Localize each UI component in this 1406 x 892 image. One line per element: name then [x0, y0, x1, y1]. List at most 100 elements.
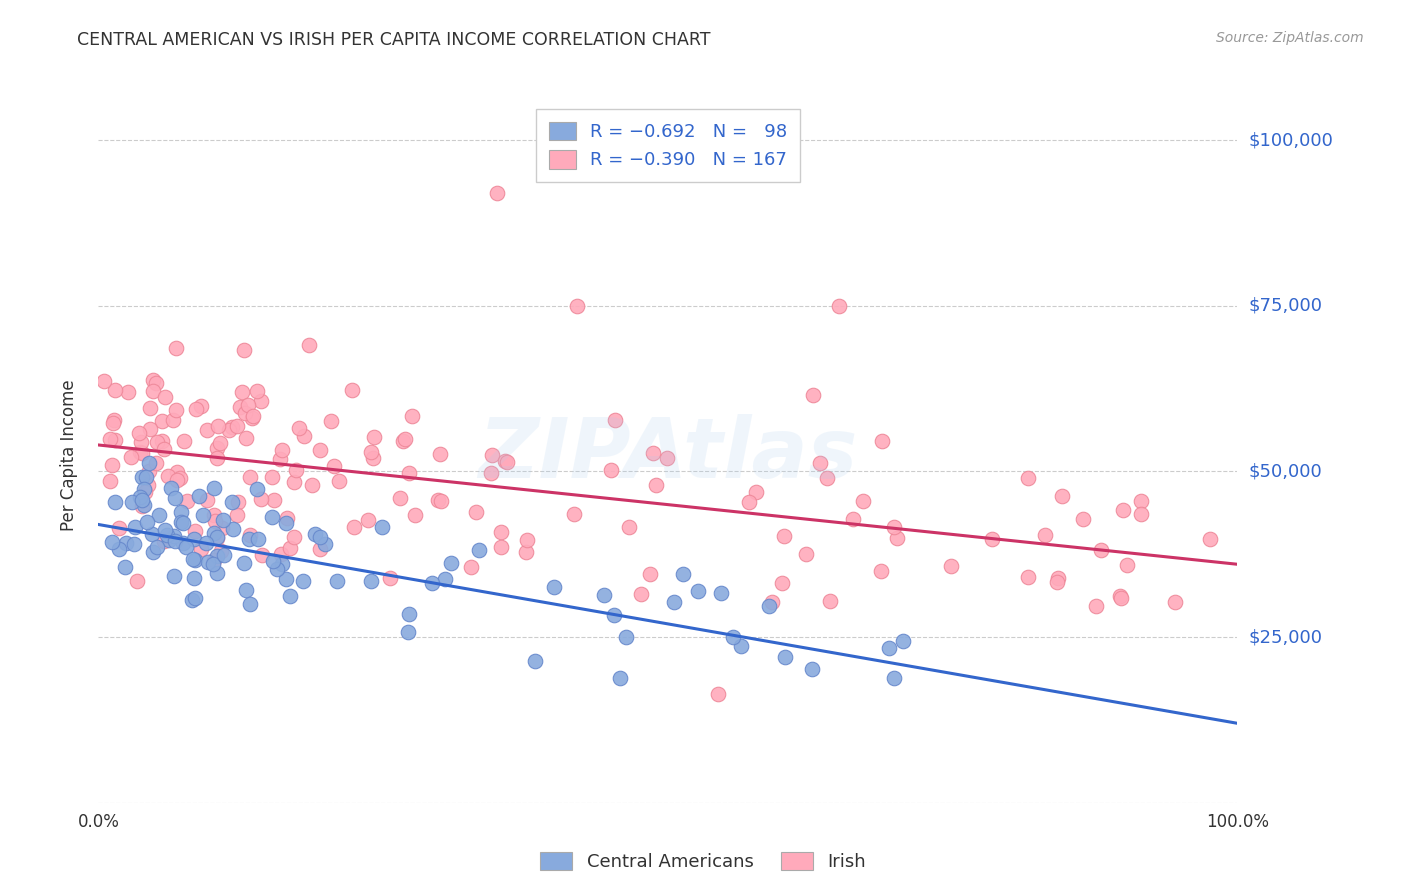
- Point: [157, 469, 180, 483]
- Point: [184, 591, 207, 605]
- Point: [145, 540, 167, 554]
- Point: [181, 593, 204, 607]
- Point: [145, 456, 167, 470]
- Point: [202, 552, 225, 566]
- Point: [603, 607, 626, 622]
- Point: [319, 413, 342, 427]
- Point: [191, 508, 214, 522]
- Point: [1052, 490, 1074, 504]
- Point: [308, 442, 330, 457]
- Point: [221, 419, 243, 434]
- Point: [1071, 511, 1094, 525]
- Point: [1084, 599, 1107, 613]
- Point: [201, 558, 224, 572]
- Point: [396, 625, 419, 640]
- Point: [460, 560, 482, 574]
- Point: [146, 434, 169, 449]
- Point: [775, 650, 797, 665]
- Point: [883, 520, 905, 534]
- Point: [229, 401, 252, 415]
- Point: [378, 571, 401, 585]
- Point: [1164, 595, 1187, 609]
- Point: [157, 533, 180, 547]
- Point: [593, 587, 616, 601]
- Point: [211, 521, 233, 535]
- Point: [523, 654, 546, 668]
- Point: [134, 485, 156, 500]
- Point: [235, 582, 257, 597]
- Point: [127, 574, 149, 588]
- Point: [131, 470, 153, 484]
- Point: [494, 454, 516, 468]
- Point: [153, 390, 176, 404]
- Point: [239, 528, 262, 542]
- Point: [194, 536, 217, 550]
- Point: [481, 448, 503, 462]
- Point: [292, 429, 315, 443]
- Point: [233, 556, 256, 570]
- Point: [388, 491, 411, 505]
- Point: [672, 566, 695, 581]
- Point: [278, 590, 301, 604]
- Point: [980, 532, 1002, 546]
- Point: [165, 491, 187, 506]
- Point: [205, 450, 228, 465]
- Point: [1017, 570, 1039, 584]
- Point: [142, 384, 165, 398]
- Point: [495, 455, 517, 469]
- Point: [250, 492, 273, 507]
- Point: [207, 419, 229, 434]
- Point: [122, 537, 145, 551]
- Point: [263, 554, 285, 568]
- Point: [404, 508, 426, 523]
- Point: [870, 434, 893, 448]
- Point: [328, 475, 350, 489]
- Point: [1046, 574, 1069, 589]
- Point: [176, 493, 198, 508]
- Point: [1046, 571, 1069, 585]
- Point: [270, 557, 292, 571]
- Point: [283, 475, 305, 489]
- Point: [204, 514, 226, 528]
- Point: [163, 569, 186, 583]
- Point: [181, 552, 204, 566]
- Point: [427, 493, 450, 508]
- Point: [468, 543, 491, 558]
- Point: [190, 541, 212, 556]
- Point: [361, 450, 384, 465]
- Point: [304, 527, 326, 541]
- Point: [190, 400, 212, 414]
- Point: [343, 520, 366, 534]
- Point: [209, 544, 232, 558]
- Point: [205, 532, 228, 546]
- Point: [434, 572, 457, 586]
- Point: [662, 595, 685, 609]
- Point: [730, 639, 752, 653]
- Point: [115, 536, 138, 550]
- Point: [686, 584, 709, 599]
- Point: [205, 549, 228, 563]
- Point: [758, 599, 780, 613]
- Point: [770, 576, 793, 591]
- Text: $75,000: $75,000: [1249, 297, 1323, 315]
- Legend: R = −0.692   N =   98, R = −0.390   N = 167: R = −0.692 N = 98, R = −0.390 N = 167: [536, 109, 800, 182]
- Point: [136, 515, 159, 529]
- Point: [287, 421, 309, 435]
- Point: [202, 526, 225, 541]
- Point: [163, 534, 186, 549]
- Point: [242, 409, 264, 423]
- Point: [357, 513, 380, 527]
- Point: [183, 524, 205, 538]
- Point: [121, 495, 143, 509]
- Point: [225, 418, 247, 433]
- Point: [211, 513, 233, 527]
- Point: [565, 299, 588, 313]
- Point: [516, 533, 538, 548]
- Point: [641, 446, 664, 460]
- Point: [131, 435, 153, 450]
- Point: [429, 448, 451, 462]
- Point: [262, 509, 284, 524]
- Point: [939, 559, 962, 574]
- Point: [150, 434, 173, 449]
- Point: [818, 593, 841, 607]
